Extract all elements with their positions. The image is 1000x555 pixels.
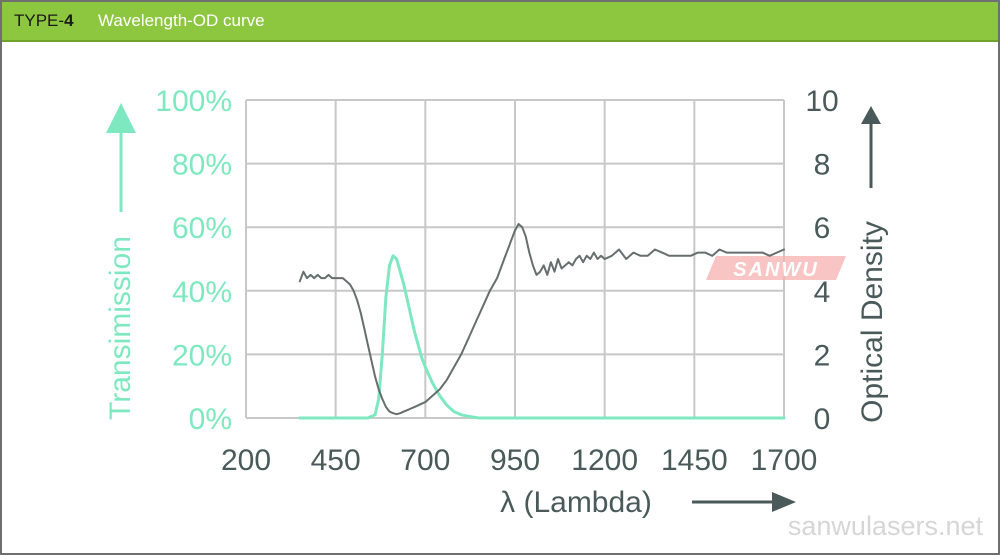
x-tick-label: 950 [490,444,540,477]
y-right-tick-label: 2 [814,339,831,372]
transmission-series-line [298,254,786,420]
grid [245,99,785,419]
y-right-tick-label: 4 [814,276,831,309]
y-left-axis-label: Transimission [104,236,137,420]
x-tick-label: 700 [400,444,450,477]
y-left-tick-label: 0% [189,403,232,436]
y-right-tick-label: 10 [805,85,838,118]
y-left-tick-label: 40% [172,276,232,309]
y-right-tick-label: 6 [814,212,831,245]
y-right-tick-label: 0 [814,403,831,436]
y-left-tick-label: 100% [155,85,232,118]
x-axis-label: λ (Lambda) [500,486,652,519]
series-layer [298,223,786,420]
x-tick-label: 1200 [571,444,638,477]
x-axis-ticks: 200 450 700 950 1200 1450 1700 [221,444,817,477]
x-tick-label: 1450 [661,444,728,477]
brand-watermark: SANWU [706,256,846,281]
y-left-tick-label: 80% [172,149,232,182]
y-left-tick-label: 60% [172,212,232,245]
type-label: TYPE-4 [14,11,74,31]
site-watermark: sanwulasers.net [788,511,984,541]
y-right-axis-label: Optical Density [856,221,889,423]
y-right-tick-label: 8 [814,149,831,182]
right-arrow-icon [861,106,881,124]
y-left-axis-label-group: Transimission [104,103,137,420]
header-bar: TYPE-4 Wavelength-OD curve [2,2,998,42]
type-prefix: TYPE- [14,11,65,30]
x-axis-label-group: λ (Lambda) [500,486,796,519]
optical-density-series-line [298,223,785,416]
x-tick-label: 450 [311,444,361,477]
y-right-axis-label-group: Optical Density [856,106,889,423]
y-left-tick-label: 20% [172,339,232,372]
x-tick-label: 1700 [751,444,818,477]
x-tick-label: 200 [221,444,271,477]
y-left-axis-ticks: 0% 20% 40% 60% 80% 100% [155,85,232,436]
y-right-axis-ticks: 0 2 4 6 8 10 [805,85,838,436]
type-number: 4 [64,11,74,30]
chart-title: Wavelength-OD curve [98,11,265,30]
brand-watermark-text: SANWU [733,259,819,281]
x-arrow-icon [772,492,796,512]
